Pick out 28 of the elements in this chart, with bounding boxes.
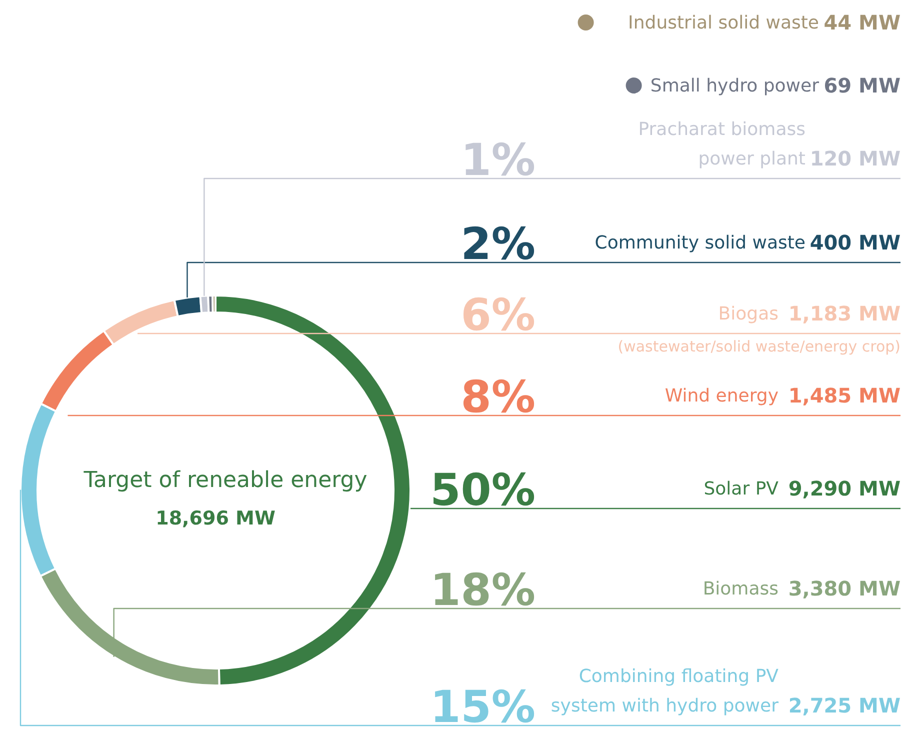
- text: 18,696 MW: [156, 508, 276, 530]
- text: 8%: [460, 372, 536, 423]
- text: 15%: [430, 682, 536, 733]
- text: (wastewater/solid waste/energy crop): [618, 338, 901, 356]
- text: 50%: [430, 465, 536, 516]
- data-label: 120 MW: [810, 146, 901, 170]
- data-label: 3,380 MW: [788, 576, 900, 600]
- slice-label: Wind energy: [664, 386, 779, 406]
- slice-label: Combining floating PV system with hydro power: [550, 666, 780, 716]
- data-label: 69 MW: [824, 74, 901, 98]
- data-label: 44 MW: [824, 10, 901, 34]
- slice-label: Pracharat biomass power plant: [638, 119, 806, 170]
- slice-label: Community solid waste: [594, 232, 806, 254]
- text: 1%: [460, 135, 536, 186]
- slice-label: Biogas: [718, 304, 779, 324]
- data-label: 1,485 MW: [788, 384, 900, 408]
- data-label: 9,290 MW: [788, 476, 900, 500]
- data-label: 2,725 MW: [788, 694, 900, 718]
- slice-label: Solar PV: [704, 478, 780, 500]
- text: 6%: [460, 290, 536, 341]
- legend-label: Industrial solid waste: [628, 12, 820, 34]
- text: 18%: [430, 565, 536, 616]
- text: 2%: [460, 219, 536, 270]
- data-label: 400 MW: [810, 230, 901, 254]
- text: Target of reneable energy: [82, 468, 368, 493]
- slice-label: Biomass: [702, 578, 779, 600]
- data-label: 1,183 MW: [788, 302, 900, 326]
- legend-label: Small hydro power: [650, 76, 820, 96]
